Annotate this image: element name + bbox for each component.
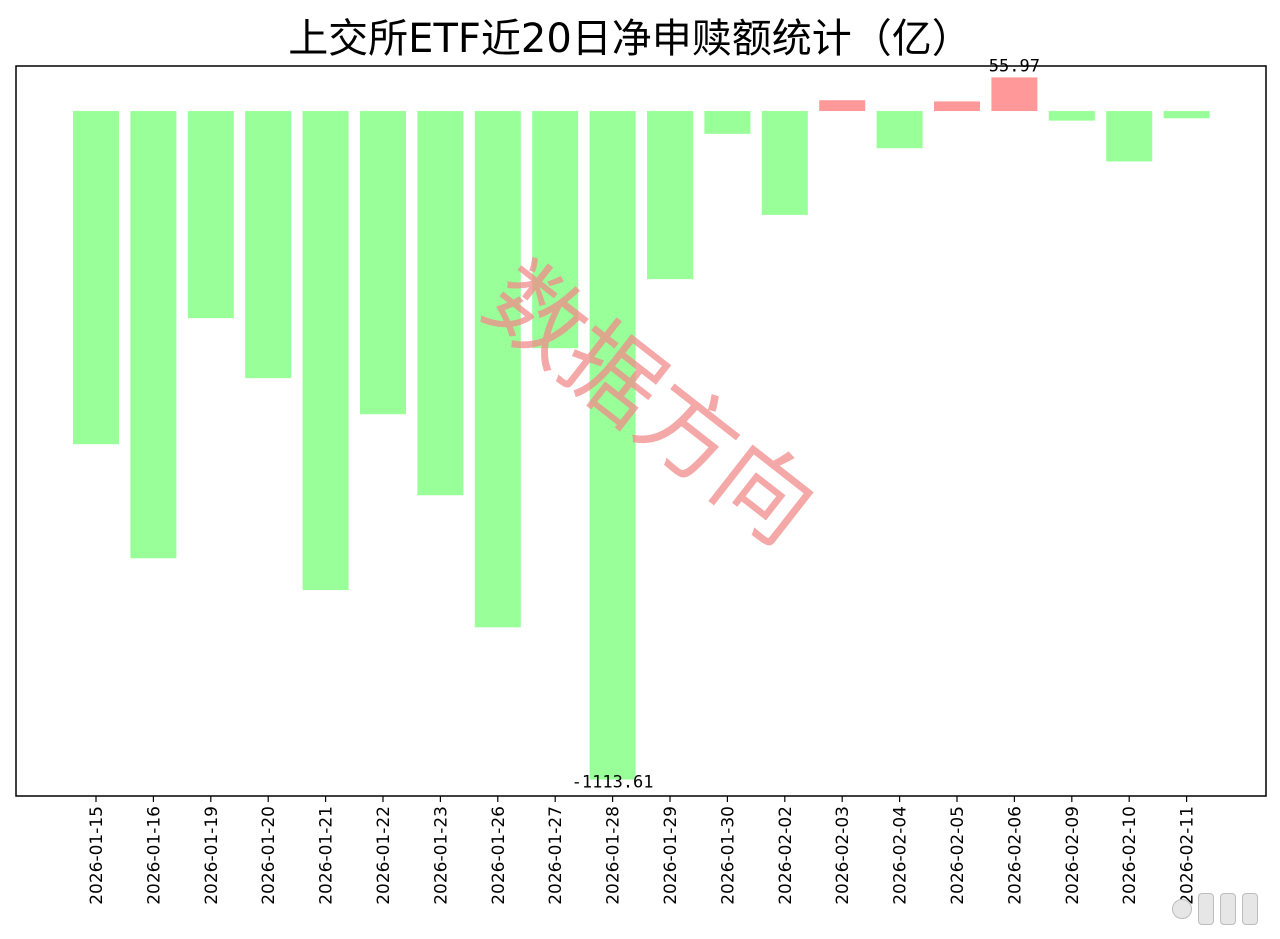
x-tick-label: 2026-01-30 — [718, 806, 738, 905]
bar-2026-02-06 — [991, 77, 1038, 112]
logo-dot-icon — [1172, 899, 1192, 919]
x-tick-label: 2026-01-15 — [87, 806, 107, 905]
x-axis-ticks: 2026-01-15 2026-01-16 2026-01-19 2026-01-20… — [87, 796, 1198, 905]
x-tick-label: 2026-02-03 — [833, 806, 853, 905]
data-label-2026-02-06: 55.97 — [989, 56, 1040, 76]
app-logo — [1172, 893, 1258, 925]
bar-2026-02-04 — [876, 111, 923, 149]
x-tick-label: 2026-01-28 — [604, 806, 624, 905]
bar-2026-01-26 — [474, 111, 521, 628]
data-label-2026-01-28: -1113.61 — [572, 773, 654, 793]
bar-2026-01-27 — [532, 111, 579, 349]
bar-2026-01-19 — [187, 111, 234, 319]
bars-group — [73, 77, 1210, 780]
bar-2026-01-16 — [130, 111, 177, 559]
plot-frame — [15, 65, 1267, 797]
logo-bar-icon — [1242, 893, 1258, 925]
bar-2026-01-29 — [647, 111, 693, 280]
bar-2026-02-03 — [819, 100, 866, 112]
x-tick-label: 2026-02-04 — [891, 806, 911, 905]
bar-2026-02-11 — [1163, 111, 1210, 119]
logo-bar-icon — [1220, 893, 1236, 925]
bar-2026-01-21 — [302, 111, 349, 591]
x-tick-label: 2026-02-11 — [1178, 806, 1198, 905]
x-tick-label: 2026-01-20 — [259, 806, 279, 905]
x-tick-label: 2026-01-29 — [661, 806, 681, 905]
x-tick-label: 2026-01-27 — [546, 806, 566, 905]
x-tick-label: 2026-02-06 — [1005, 806, 1025, 905]
bar-2026-01-23 — [417, 111, 464, 496]
logo-bar-icon — [1198, 893, 1214, 925]
x-tick-label: 2026-02-09 — [1063, 806, 1083, 905]
bar-2026-01-15 — [73, 111, 119, 445]
bar-2026-01-22 — [360, 111, 406, 415]
bar-2026-02-09 — [1048, 111, 1095, 121]
bar-2026-01-28 — [589, 111, 636, 780]
chart-title: 上交所ETF近20日净申赎额统计（亿） — [288, 16, 972, 62]
x-tick-label: 2026-01-26 — [489, 806, 509, 905]
bar-2026-01-30 — [704, 111, 751, 134]
x-tick-label: 2026-01-23 — [431, 806, 451, 905]
x-tick-label: 2026-01-21 — [317, 806, 337, 905]
x-tick-label: 2026-01-19 — [202, 806, 222, 905]
bar-2026-01-20 — [245, 111, 292, 379]
bar-2026-02-10 — [1106, 111, 1153, 162]
x-tick-label: 2026-02-10 — [1120, 806, 1140, 905]
x-tick-label: 2026-01-22 — [374, 806, 394, 905]
x-tick-label: 2026-02-05 — [948, 806, 968, 905]
x-tick-label: 2026-01-16 — [144, 806, 164, 905]
bar-2026-02-02 — [761, 111, 808, 215]
bar-2026-02-05 — [934, 101, 980, 112]
data-labels-group: 55.97 -1113.61 — [572, 56, 1040, 792]
x-tick-label: 2026-02-02 — [776, 806, 796, 905]
